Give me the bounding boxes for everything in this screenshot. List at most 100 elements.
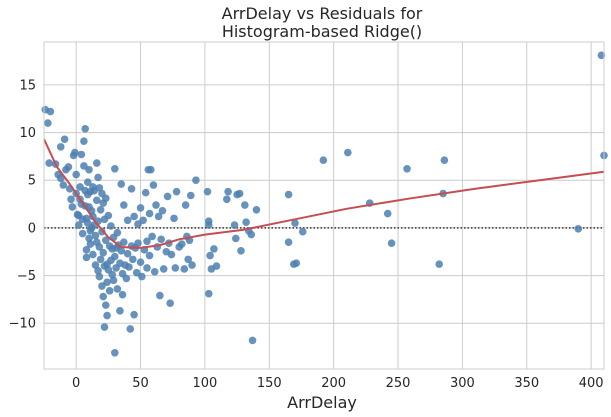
scatter-point xyxy=(134,239,142,247)
scatter-point xyxy=(143,264,151,272)
scatter-point xyxy=(192,176,200,185)
scatter-point xyxy=(139,216,147,225)
y-tick-labels: −10 −5 0 5 10 15 xyxy=(9,78,36,331)
scatter-point xyxy=(82,246,91,254)
scatter-point xyxy=(59,181,68,189)
scatter-point xyxy=(130,310,138,319)
scatter-point xyxy=(150,267,159,276)
scatter-point xyxy=(85,165,93,174)
scatter-point xyxy=(108,270,117,279)
scatter-point xyxy=(120,201,128,209)
scatter-point xyxy=(116,307,124,315)
x-tick-label: 50 xyxy=(132,376,149,391)
scatter-point xyxy=(203,187,212,196)
scatter-point xyxy=(232,234,240,243)
scatter-point xyxy=(247,230,256,239)
scatter-point xyxy=(210,245,218,253)
scatter-point xyxy=(597,51,606,60)
scatter-point xyxy=(109,276,118,285)
scatter-point xyxy=(44,119,52,127)
x-axis-label: ArrDelay xyxy=(287,393,357,412)
scatter-point xyxy=(136,204,145,212)
scatter-point xyxy=(103,278,111,287)
scatter-point xyxy=(125,263,133,271)
scatter-point xyxy=(77,150,86,159)
scatter-point xyxy=(163,192,172,201)
x-tick-labels: 0 50 100 150 200 250 300 350 400 xyxy=(72,376,603,391)
scatter-point xyxy=(82,253,91,262)
scatter-point xyxy=(212,262,221,270)
scatter-point xyxy=(292,259,301,267)
scatter-point xyxy=(237,246,245,255)
scatter-point xyxy=(181,201,190,209)
scatter-point xyxy=(284,190,293,199)
gridlines xyxy=(44,42,604,369)
scatter-point xyxy=(68,203,77,211)
x-tick-label: 100 xyxy=(193,376,218,391)
x-tick-label: 300 xyxy=(450,376,475,391)
scatter-point xyxy=(141,188,150,197)
x-tick-label: 0 xyxy=(72,376,80,391)
scatter-point xyxy=(85,234,93,243)
scatter-point xyxy=(72,170,80,179)
scatter-point xyxy=(319,156,328,165)
scatter-point xyxy=(120,238,128,247)
scatter-point xyxy=(118,290,127,299)
scatter-point xyxy=(64,163,73,171)
scatter-point xyxy=(145,209,154,218)
scatter-point xyxy=(105,287,114,295)
scatter-point xyxy=(248,336,257,345)
scatter-point xyxy=(123,216,132,225)
scatter-point xyxy=(113,285,122,293)
scatter-point xyxy=(71,148,79,157)
scatter-point xyxy=(166,299,174,308)
scatter-point xyxy=(101,194,110,203)
scatter-point xyxy=(284,238,293,247)
scatter-point xyxy=(184,255,192,264)
scatter-point xyxy=(383,209,392,218)
scatter-point xyxy=(180,265,189,273)
scatter-point xyxy=(98,227,106,236)
x-tick-label: 350 xyxy=(514,376,539,391)
scatter-point xyxy=(440,156,449,165)
scatter-point xyxy=(130,212,138,221)
scatter-point xyxy=(127,185,136,193)
scatter-point xyxy=(96,255,105,264)
scatter-point xyxy=(111,252,119,261)
y-tick-label: 10 xyxy=(19,126,36,141)
scatter-point xyxy=(143,237,151,246)
scatter-point xyxy=(91,231,100,240)
scatter-point xyxy=(117,246,126,255)
scatter-point xyxy=(435,260,444,268)
scatter-point xyxy=(99,248,108,257)
scatter-point xyxy=(60,135,69,144)
scatter-point xyxy=(252,205,261,214)
scatter-point xyxy=(136,258,145,267)
scatter-point xyxy=(117,180,126,188)
y-tick-label: 15 xyxy=(19,78,36,93)
scatter-point xyxy=(157,235,165,244)
scatter-point xyxy=(122,274,131,283)
scatter-point xyxy=(172,187,181,196)
x-tick-label: 200 xyxy=(321,376,346,391)
plot-frame xyxy=(43,41,605,370)
scatter-point xyxy=(46,107,55,116)
scatter-point xyxy=(56,174,65,183)
y-tick-label: 0 xyxy=(28,221,36,236)
scatter-point xyxy=(147,165,155,174)
scatter-point xyxy=(56,143,65,151)
y-tick-label: −5 xyxy=(17,269,36,284)
scatter-point xyxy=(111,348,119,357)
scatter-point xyxy=(206,251,214,260)
scatter-point xyxy=(224,187,232,196)
chart-title-line-1: ArrDelay vs Residuals for xyxy=(222,4,423,23)
scatter-point xyxy=(83,178,92,186)
scatter-point xyxy=(298,227,307,236)
scatter-point xyxy=(241,201,249,209)
scatter-point xyxy=(81,124,89,133)
y-tick-label: 5 xyxy=(28,174,36,189)
scatter-point xyxy=(95,272,104,281)
scatter-point xyxy=(123,249,132,258)
scatter-point xyxy=(171,264,180,272)
